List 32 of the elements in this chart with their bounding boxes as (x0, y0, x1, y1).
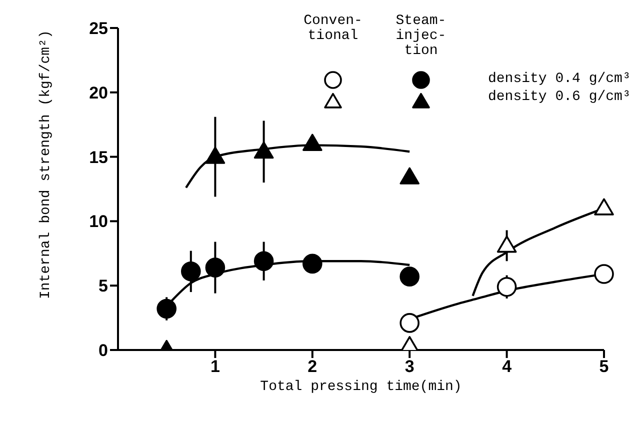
point (400, 313, 420, 333)
annotation: Steam- injec- tion (394, 13, 448, 59)
point (156, 298, 176, 319)
point (302, 134, 322, 151)
y-tick-label: 5 (98, 276, 108, 296)
point (205, 146, 226, 164)
x-tick-label: 4 (502, 357, 512, 376)
y-axis-title: Internal bond strength (kgf/cm²) (38, 30, 54, 299)
x-tick-label: 1 (210, 357, 220, 376)
x-tick-label: 3 (404, 357, 414, 376)
point (254, 251, 274, 272)
x-axis-title: Total pressing time(min) (260, 379, 462, 395)
y-tick-label: 15 (89, 148, 108, 167)
point (594, 198, 614, 216)
annotation: density 0.6 g/cm³ (488, 89, 631, 105)
y-tick-label: 10 (89, 212, 108, 232)
x-tick-label: 5 (599, 357, 609, 376)
x-tick-label: 2 (308, 357, 318, 376)
point (400, 167, 420, 184)
y-tick-label: 0 (98, 341, 108, 360)
point (254, 142, 274, 159)
point (496, 276, 517, 297)
annotation: Conven- tional (302, 13, 364, 44)
point (496, 236, 517, 253)
point (181, 262, 201, 282)
point (594, 264, 614, 284)
annotation: density 0.4 g/cm³ (488, 71, 631, 87)
y-tick-label: 25 (89, 19, 108, 38)
point (302, 254, 322, 274)
point (400, 266, 420, 286)
point (205, 258, 226, 278)
y-tick-label: 20 (89, 83, 108, 102)
